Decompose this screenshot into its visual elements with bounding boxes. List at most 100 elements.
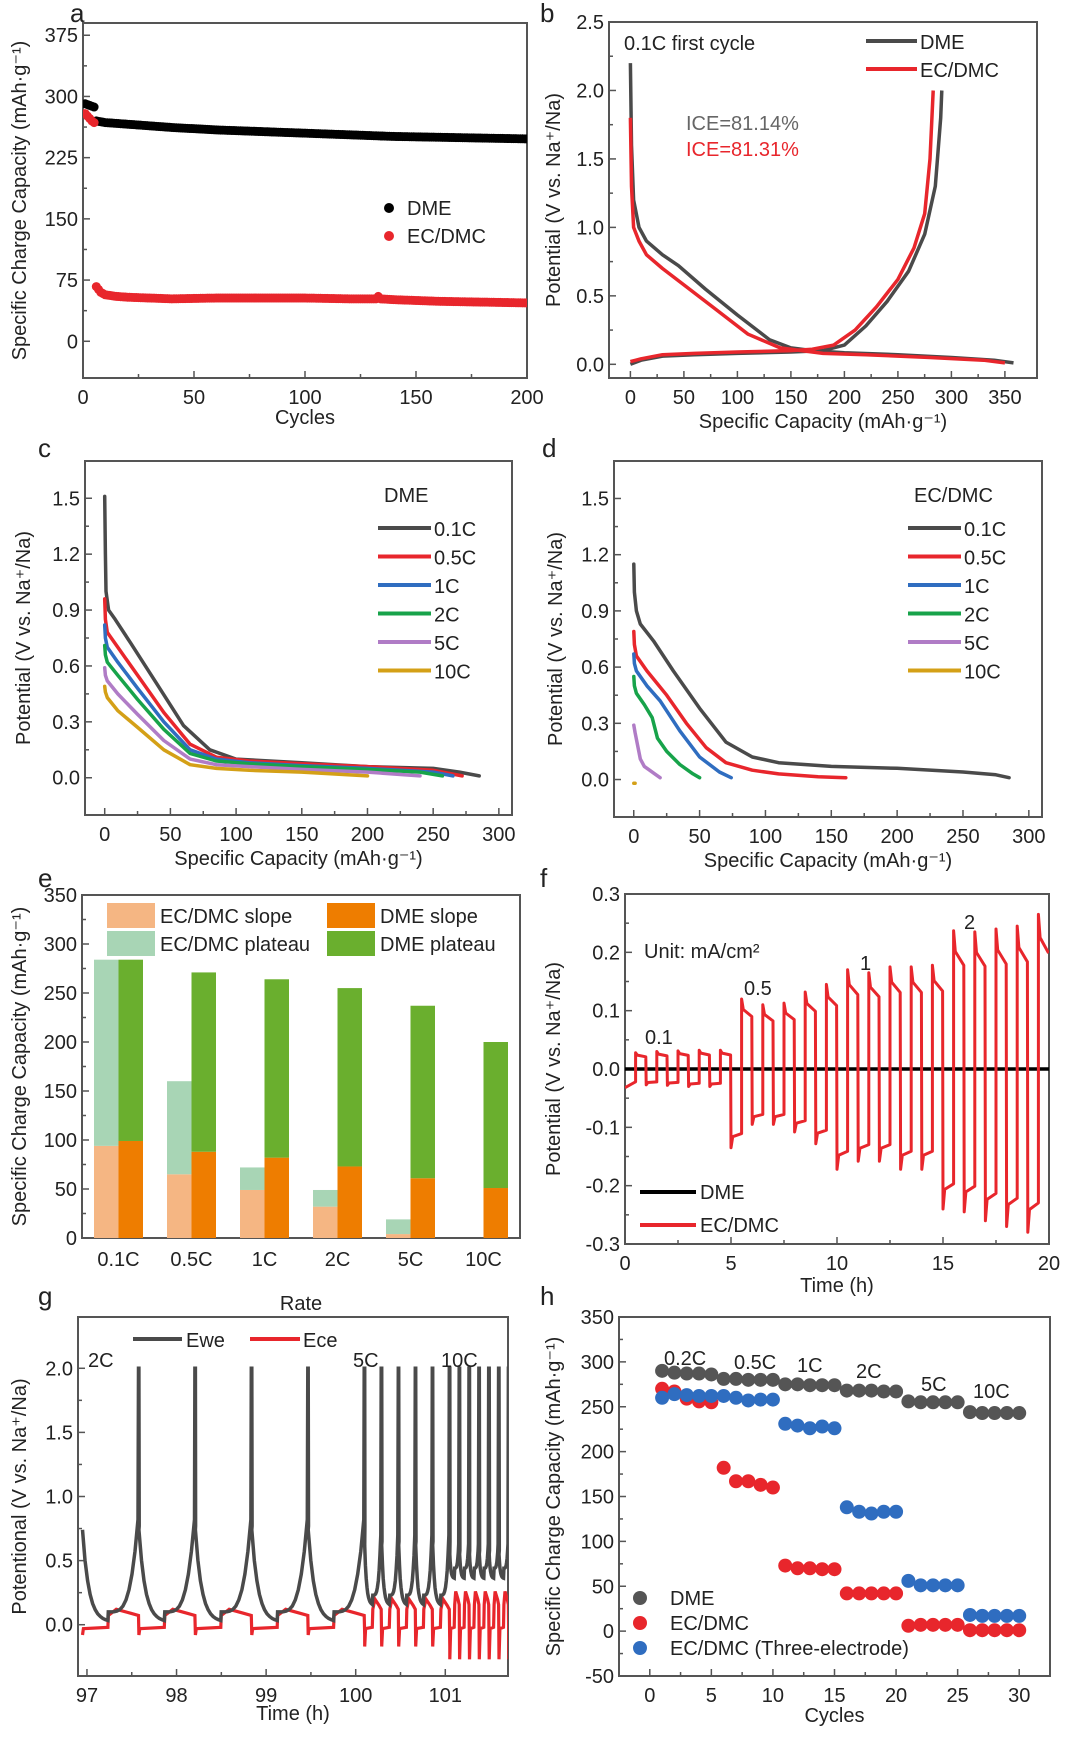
panel-a-cycling-chart: 0 50 100 150 200 0 75 150 225 300 375 Cycles Specifi…	[9, 22, 544, 429]
y-tick-label: 100	[44, 1130, 77, 1152]
x-tick-label: 100	[749, 826, 782, 848]
series-line-ewe	[80, 1366, 508, 1623]
x-tick-label: 25	[947, 1685, 969, 1707]
y-tick-label: 1.2	[581, 545, 609, 567]
data-point-dme	[704, 1367, 719, 1382]
legend-label-dme: DME	[700, 1182, 744, 1204]
y-tick-label: 0.0	[581, 770, 609, 792]
data-point-ec-dmc	[852, 1586, 867, 1601]
legend-label-0-1C: 0.1C	[964, 519, 1006, 541]
legend-label-dme: DME	[920, 32, 964, 54]
panel-label-d: d	[542, 433, 556, 463]
y-axis-label: Potential (V vs. Na⁺/Na)	[545, 532, 567, 746]
annotation-ice-dme: ICE=81.14%	[686, 113, 799, 135]
panel-label-b: b	[540, 0, 554, 28]
data-point-ec-dmc-three-electrode-	[790, 1418, 805, 1433]
data-point-ec-dmc	[716, 1460, 731, 1475]
bar-dme-plateau	[337, 988, 362, 1167]
legend-label-0-5C: 0.5C	[434, 548, 476, 570]
legend-marker-ec-dmc	[633, 1616, 647, 1630]
data-point-ec-dmc-three-electrode-	[999, 1608, 1014, 1623]
data-point-dme	[522, 134, 527, 144]
data-point-dme	[778, 1377, 793, 1392]
panel-label-c: c	[38, 433, 51, 463]
data-point-ec-dmc	[876, 1586, 891, 1601]
y-tick-label: 0.0	[52, 768, 80, 790]
data-point-dme	[765, 1372, 780, 1387]
y-tick-label: 0	[603, 1621, 614, 1643]
x-tick-label: 150	[399, 387, 432, 409]
panel-label-e: e	[38, 863, 52, 893]
bar-dme-slope	[410, 1178, 435, 1238]
series-line-0-5C	[632, 629, 848, 780]
x-tick-label: 0	[625, 387, 636, 409]
x-tick-label: 5	[725, 1253, 736, 1275]
legend-marker-ecdmc	[384, 231, 394, 241]
y-tick-label: 250	[581, 1397, 614, 1419]
data-point-ec-dmc	[962, 1623, 977, 1638]
y-tick-label: 1.0	[45, 1487, 73, 1509]
data-point-dme	[89, 102, 99, 112]
x-tick-label: 2C	[325, 1249, 351, 1271]
data-point-ec-dmc-three-electrode-	[839, 1500, 854, 1515]
legend-label-ewe: Ewe	[186, 1330, 225, 1352]
y-tick-label: 1.5	[52, 488, 80, 510]
bar-ecdmc-plateau	[240, 1167, 265, 1190]
x-tick-label: 150	[815, 826, 848, 848]
data-point-ec-dmc-three-electrode-	[889, 1504, 904, 1519]
data-point-ec-dmc-three-electrode-	[728, 1390, 743, 1405]
y-tick-label: 300	[44, 934, 77, 956]
x-tick-label: 50	[159, 824, 181, 846]
data-point-ec-dmc-three-electrode-	[938, 1578, 953, 1593]
data-point-ec-dmc-three-electrode-	[950, 1578, 965, 1593]
panel-label-h: h	[540, 1281, 554, 1311]
y-tick-label: 2.5	[576, 12, 604, 34]
y-tick-label: 0	[66, 1228, 77, 1250]
y-tick-label: -0.2	[586, 1176, 620, 1198]
y-tick-label: 2.0	[576, 80, 604, 102]
data-point-ec-dmc	[938, 1617, 953, 1632]
data-point-ec-dmc-three-electrode-	[655, 1390, 670, 1405]
data-point-ec-dmc-three-electrode-	[741, 1393, 756, 1408]
plot-area	[83, 99, 527, 308]
legend-label-1C: 1C	[964, 576, 990, 598]
legend-label-0-5C: 0.5C	[964, 548, 1006, 570]
x-tick-label: 100	[219, 824, 252, 846]
data-point-ec-dmc	[926, 1617, 941, 1632]
data-point-ec-dmc	[913, 1617, 928, 1632]
x-tick-label: 200	[510, 387, 543, 409]
legend-label-ec-dmc-three-electrode-: EC/DMC (Three-electrode)	[670, 1638, 909, 1660]
x-tick-label: 5C	[398, 1249, 424, 1271]
x-tick-label: 100	[721, 387, 754, 409]
panel-h-rate-capability-chart: 0 5 10 15 20 25 30 -50 0 50 100 150 200 250 300 350 Cycl…	[543, 1307, 1051, 1727]
bar-dme-plateau	[483, 1042, 508, 1189]
x-tick-label: 0.1C	[97, 1249, 139, 1271]
x-tick-label: 150	[285, 824, 318, 846]
x-tick-label: 50	[688, 826, 710, 848]
y-axis-label: Specific Charge Capacity (mAh·g⁻¹)	[9, 41, 31, 361]
legend-label-5C: 5C	[434, 633, 460, 655]
x-tick-label: 50	[183, 387, 205, 409]
data-point-ec-dmc	[901, 1618, 916, 1633]
legend-label-10C: 10C	[964, 662, 1001, 684]
x-tick-label: 10	[762, 1685, 784, 1707]
data-point-ec-dmc	[778, 1558, 793, 1573]
legend-label-0-1C: 0.1C	[434, 519, 476, 541]
bar-dme-slope	[264, 1157, 289, 1238]
x-tick-label: 200	[880, 826, 913, 848]
bar-dme-slope	[483, 1188, 508, 1238]
data-point-ec-dmc	[1012, 1623, 1027, 1638]
legend-label-ec-dmc-plateau: EC/DMC plateau	[160, 934, 310, 956]
x-tick-label: 15	[823, 1685, 845, 1707]
x-axis-label: Cycles	[804, 1705, 864, 1727]
y-tick-label: 150	[45, 209, 78, 231]
data-point-dme	[926, 1395, 941, 1410]
x-tick-label: 250	[881, 387, 914, 409]
annotation-current-1: 1	[860, 953, 871, 975]
data-point-ec-dmc-three-electrode-	[926, 1578, 941, 1593]
bar-ecdmc-slope	[313, 1206, 338, 1238]
x-tick-label: 101	[429, 1685, 462, 1707]
y-tick-label: 375	[45, 25, 78, 47]
annotation-rate-5c: 5C	[353, 1350, 379, 1372]
y-tick-label: 0.1	[592, 1001, 620, 1023]
